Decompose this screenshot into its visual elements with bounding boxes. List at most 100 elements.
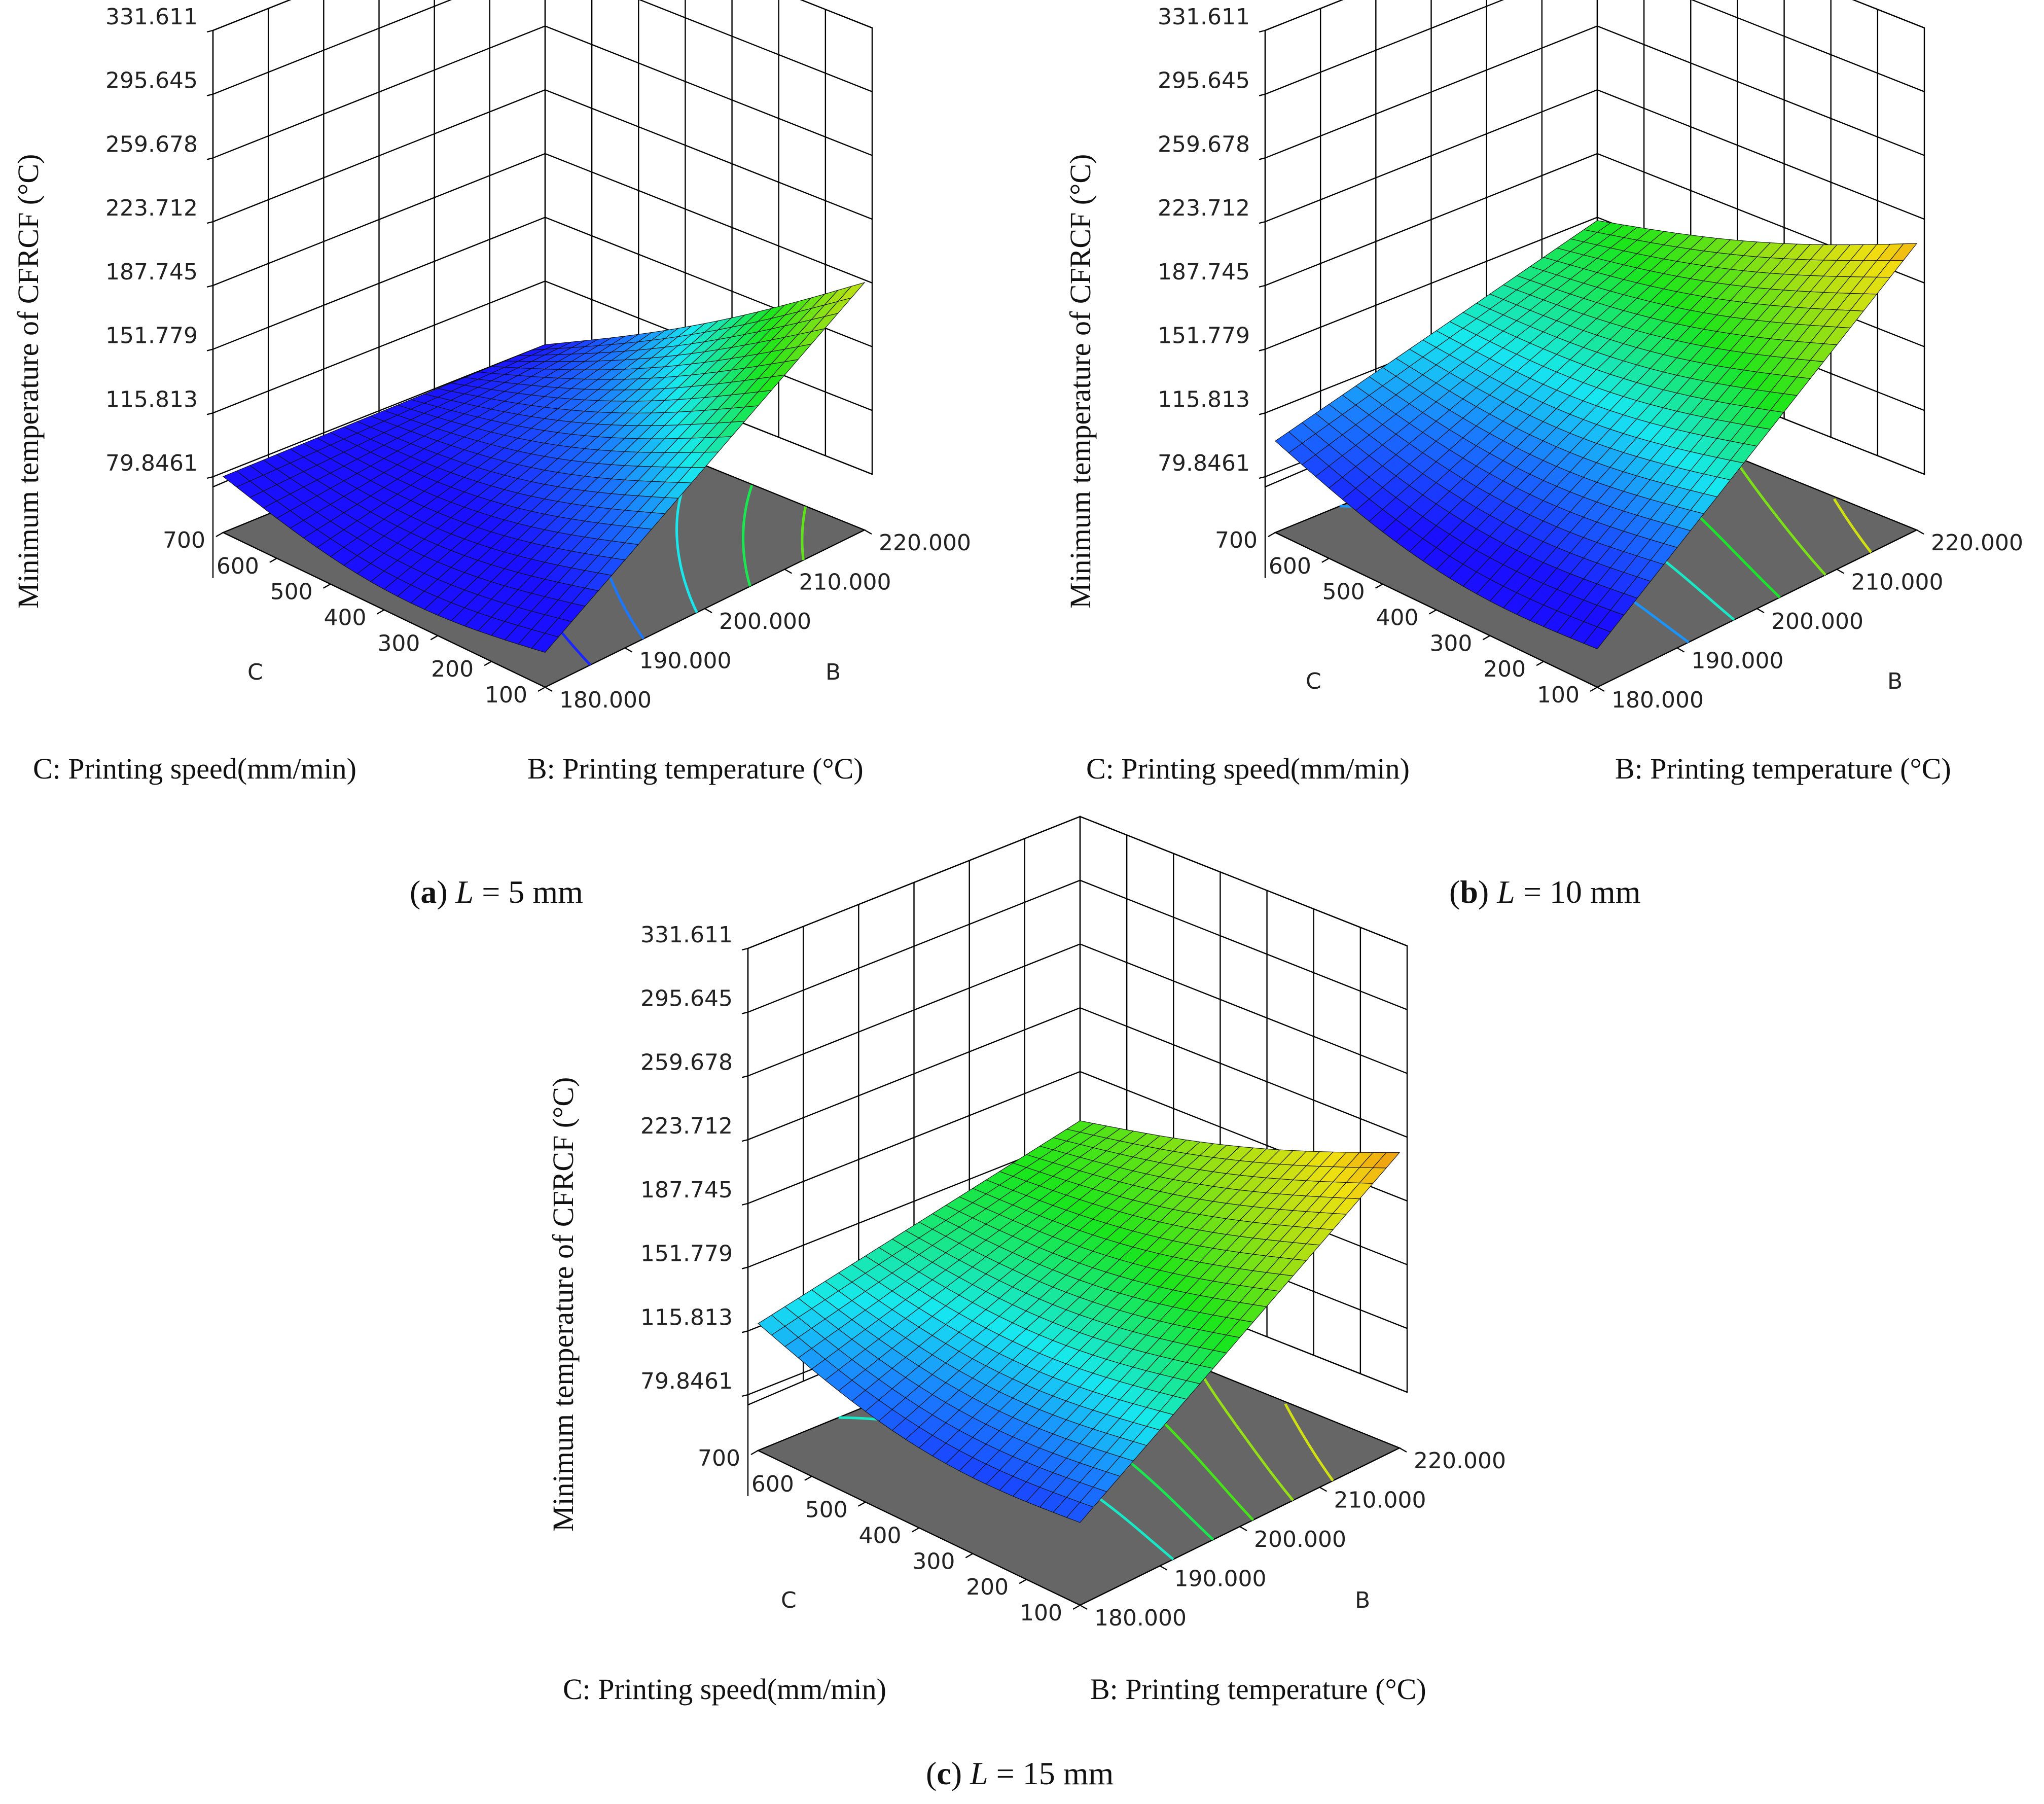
response-surface	[758, 1120, 1401, 1523]
c-tick-label: 700	[1215, 527, 1258, 553]
c-tick-mark	[1590, 686, 1598, 692]
z-axis-title: Minimum temperature of CFRCF (°C)	[1064, 154, 1097, 609]
z-tick-label: 187.745	[1158, 259, 1250, 285]
c-tick-mark	[750, 1449, 759, 1456]
surface-plot: 331.611 295.645 259.678 223.712 187.745 151.7…	[1158, 0, 2023, 713]
c-tick-mark	[376, 609, 385, 615]
c-axis-title: C: Printing speed(mm/min)	[33, 752, 356, 785]
b-tick-mark	[545, 686, 553, 692]
contour-line	[1833, 498, 1872, 553]
z-gridline	[747, 879, 1408, 1013]
b-tick-label: 200.000	[1771, 609, 1863, 634]
z-tick-mark	[741, 1075, 748, 1078]
b-axis: 180.000 190.000 200.000 210.000 220.000	[545, 529, 971, 713]
c-tick-label: 700	[698, 1445, 740, 1471]
z-tick-label: 331.611	[1158, 4, 1250, 30]
b-tick-label: 210.000	[1851, 570, 1944, 595]
caption-value: 10 mm	[1550, 874, 1641, 910]
c-tick-label: 500	[805, 1497, 848, 1523]
z-tick-label: 79.8461	[1158, 450, 1250, 476]
b-tick-mark	[1080, 1604, 1088, 1610]
b-tick-mark	[1756, 608, 1765, 614]
caption-value: 5 mm	[508, 874, 583, 910]
z-tick-label: 115.813	[640, 1304, 733, 1330]
contour-line	[1733, 456, 1826, 576]
c-tick-label: 400	[1376, 605, 1419, 631]
b-tick-label: 220.000	[1414, 1448, 1506, 1474]
b-tick-mark	[1159, 1565, 1168, 1571]
z-gridline	[1265, 89, 1925, 223]
contour-line	[1284, 1403, 1334, 1482]
caption-letter: c	[937, 1755, 951, 1791]
c-tick-mark	[1375, 583, 1383, 589]
c-tick-label: 200	[431, 656, 474, 682]
z-tick-label: 187.745	[640, 1177, 733, 1203]
c-tick-mark	[1019, 1579, 1027, 1584]
z-tick-label: 151.779	[105, 323, 198, 349]
z-tick-label: 187.745	[105, 259, 198, 285]
z-gridline	[1265, 153, 1925, 286]
b-tick-mark	[784, 569, 793, 574]
c-tick-label: 300	[377, 630, 420, 656]
b-tick-mark	[1597, 686, 1605, 692]
c-tick-mark	[804, 1475, 812, 1481]
z-tick-mark	[206, 29, 213, 33]
b-tick-mark	[1916, 529, 1924, 535]
z-tick-mark	[741, 1330, 748, 1333]
z-tick-mark	[741, 1139, 748, 1142]
c-tick-label: 300	[1429, 630, 1472, 656]
z-tick-mark	[1259, 476, 1266, 479]
z-tick-mark	[206, 157, 213, 160]
z-tick-label: 79.8461	[640, 1368, 733, 1394]
c-tick-label: 700	[163, 527, 205, 553]
c-tick-mark	[1428, 609, 1437, 615]
c-tick-mark	[537, 686, 546, 692]
b-tick-label: 200.000	[1254, 1527, 1346, 1552]
b-tick-label: 200.000	[719, 609, 811, 634]
b-axis-title: B: Printing temperature (°C)	[1615, 752, 1951, 785]
c-tick-label: 100	[1020, 1600, 1062, 1626]
contour-line	[801, 506, 807, 560]
caption-b: (b) L = 10 mm	[1449, 874, 1640, 910]
b-axis-name: B	[1887, 668, 1903, 694]
c-tick-mark	[323, 583, 331, 589]
b-tick-mark	[1836, 569, 1845, 574]
b-tick-mark	[624, 647, 633, 653]
z-tick-label: 115.813	[105, 386, 198, 412]
b-axis: 180.000 190.000 200.000 210.000 220.000	[1080, 1447, 1506, 1631]
z-tick-label: 223.712	[640, 1113, 733, 1139]
z-gridline	[212, 0, 873, 31]
c-axis: 700 600 500 400 300 200 100	[163, 527, 546, 708]
z-tick-mark	[206, 348, 213, 351]
z-tick-label: 295.645	[640, 986, 733, 1012]
c-tick-label: 400	[324, 605, 367, 631]
b-tick-mark	[1319, 1487, 1328, 1492]
c-axis-name: C	[781, 1587, 797, 1613]
z-gridline	[212, 0, 873, 95]
z-tick-mark	[1259, 348, 1266, 351]
b-axis-title: B: Printing temperature (°C)	[527, 752, 864, 785]
c-axis-name: C	[1306, 668, 1321, 694]
b-tick-label: 190.000	[1174, 1566, 1267, 1592]
z-tick-label: 331.611	[640, 922, 733, 948]
z-gridline	[1265, 0, 1925, 31]
z-tick-mark	[1259, 93, 1266, 96]
response-surface	[222, 281, 866, 653]
caption-value: 15 mm	[1023, 1755, 1114, 1791]
b-tick-label: 210.000	[799, 570, 891, 595]
c-tick-label: 600	[1269, 553, 1311, 579]
b-tick-label: 220.000	[879, 530, 971, 556]
c-tick-mark	[484, 661, 492, 666]
c-axis: 700 600 500 400 300 200 100	[698, 1445, 1081, 1626]
z-gridline	[747, 943, 1408, 1077]
c-axis: 700 600 500 400 300 200 100	[1215, 527, 1598, 708]
z-tick-label: 259.678	[640, 1049, 733, 1075]
c-tick-mark	[1072, 1604, 1081, 1610]
response-surface	[1275, 220, 1918, 650]
z-tick-label: 79.8461	[105, 450, 198, 476]
z-tick-mark	[741, 1011, 748, 1014]
c-tick-mark	[858, 1501, 866, 1507]
c-tick-mark	[1536, 661, 1544, 666]
z-gridline	[212, 25, 873, 159]
